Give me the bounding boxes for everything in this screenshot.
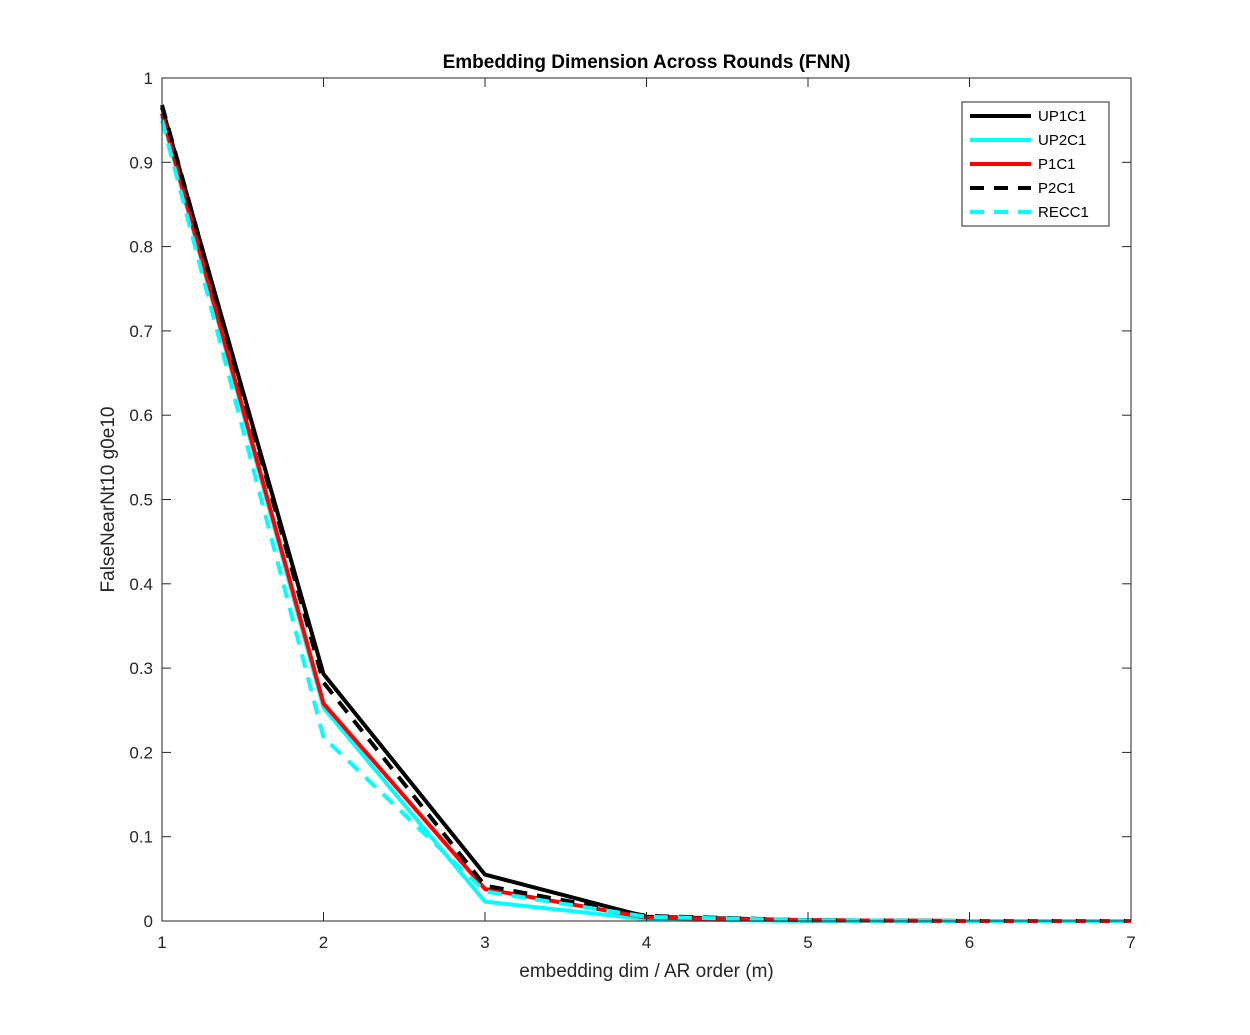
axes-layer: 1 2 3 4 5 6 7 0 0.1 0.2 0.3 0.4 0.5 0.6 0.7 0.8 0.9 1 [129, 69, 1135, 952]
legend-label: P1C1 [1038, 156, 1076, 173]
x-tick-label: 7 [1126, 933, 1135, 952]
legend: UP1C1 UP2C1 P1C1 P2C1 RECC1 [961, 101, 1110, 227]
y-tick-label: 0.7 [129, 322, 153, 341]
x-tick-label: 1 [157, 933, 166, 952]
y-tick-label: 0.6 [129, 406, 153, 425]
x-axis-label: embedding dim / AR order (m) [519, 961, 774, 982]
x-tick-label: 5 [803, 933, 812, 952]
x-tick-label: 2 [319, 933, 328, 952]
y-tick-label: 0.1 [129, 828, 153, 847]
x-tick-label: 3 [480, 933, 489, 952]
y-tick-label: 0.8 [129, 238, 153, 257]
y-tick-label: 0.5 [129, 491, 153, 510]
y-tick-label: 0.2 [129, 743, 153, 762]
legend-label: UP2C1 [1038, 132, 1086, 149]
y-tick-label: 0.4 [129, 575, 153, 594]
legend-label: RECC1 [1038, 204, 1089, 221]
legend-label: P2C1 [1038, 180, 1076, 197]
y-axis-label: FalseNearNt10 g0e10 [98, 407, 119, 593]
chart-title: Embedding Dimension Across Rounds (FNN) [443, 52, 851, 73]
y-tick-label: 1 [144, 69, 153, 88]
x-tick-label: 4 [642, 933, 651, 952]
y-tick-label: 0 [144, 912, 153, 931]
y-tick-label: 0.9 [129, 153, 153, 172]
y-tick-label: 0.3 [129, 659, 153, 678]
x-tick-label: 6 [965, 933, 974, 952]
legend-label: UP1C1 [1038, 108, 1086, 125]
